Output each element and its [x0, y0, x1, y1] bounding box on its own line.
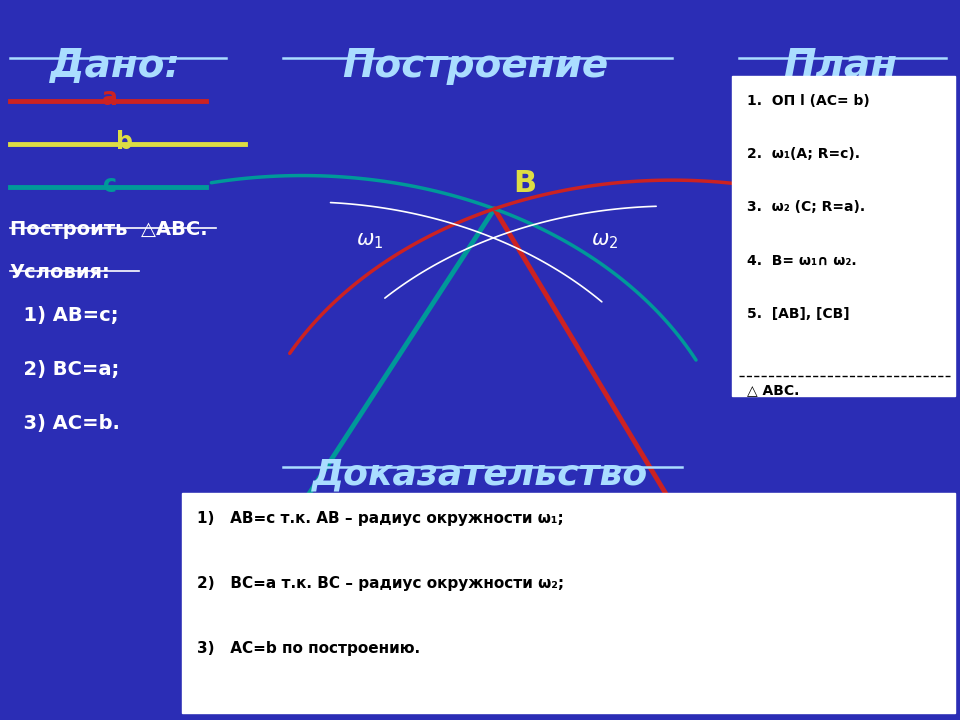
Text: План: План	[783, 47, 897, 85]
Text: Построение: Построение	[342, 47, 609, 85]
Text: $\omega_2$: $\omega_2$	[591, 231, 618, 251]
Text: 1)   AB=c т.к. AB – радиус окружности ω₁;: 1) AB=c т.к. AB – радиус окружности ω₁;	[197, 511, 564, 526]
Text: $\omega_1$: $\omega_1$	[356, 231, 383, 251]
Text: Условия:: Условия:	[10, 263, 110, 282]
FancyBboxPatch shape	[182, 493, 955, 713]
Text: 2.  ω₁(A; R=c).: 2. ω₁(A; R=c).	[747, 147, 860, 161]
Text: A: A	[254, 522, 278, 551]
Text: 2) BC=a;: 2) BC=a;	[10, 360, 119, 379]
Text: 3) AC=b.: 3) AC=b.	[10, 414, 119, 433]
Text: c: c	[104, 173, 117, 197]
Text: 5.  [AB], [CB]: 5. [AB], [CB]	[747, 307, 850, 320]
Text: △ ABC.: △ ABC.	[747, 383, 800, 397]
Text: 1.  ОП l (AC= b): 1. ОП l (AC= b)	[747, 94, 870, 107]
Text: C: C	[691, 522, 713, 551]
Text: 2)   BC=a т.к. BC – радиус окружности ω₂;: 2) BC=a т.к. BC – радиус окружности ω₂;	[197, 576, 564, 591]
Text: 4.  B= ω₁∩ ω₂.: 4. B= ω₁∩ ω₂.	[747, 253, 856, 267]
Text: Доказательство: Доказательство	[312, 457, 648, 491]
Text: 3)   AC=b по построению.: 3) AC=b по построению.	[197, 641, 420, 656]
Text: 1) AB=c;: 1) AB=c;	[10, 306, 118, 325]
Text: Построить  △ABC.: Построить △ABC.	[10, 220, 207, 238]
Text: 3.  ω₂ (C; R=a).: 3. ω₂ (C; R=a).	[747, 200, 865, 214]
Text: Дано:: Дано:	[50, 47, 180, 85]
FancyBboxPatch shape	[732, 76, 955, 396]
Text: B: B	[514, 169, 537, 198]
Text: a: a	[103, 86, 118, 110]
Text: b: b	[116, 130, 133, 153]
